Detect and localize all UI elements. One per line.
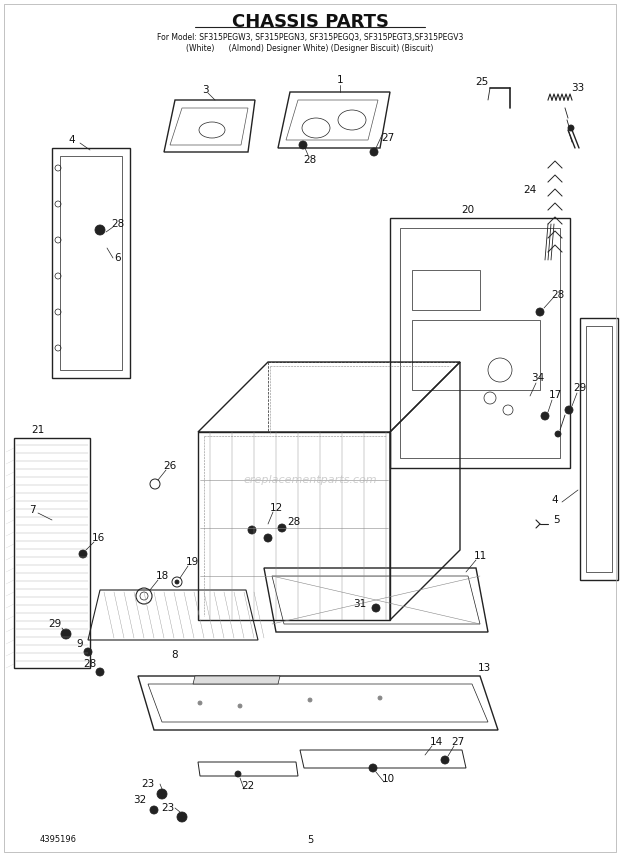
Text: 5: 5	[307, 835, 313, 845]
Text: 16: 16	[91, 533, 105, 543]
Text: 34: 34	[531, 373, 544, 383]
Text: 25: 25	[476, 77, 489, 87]
Text: 27: 27	[381, 133, 394, 143]
Circle shape	[238, 704, 242, 708]
Text: 17: 17	[548, 390, 562, 400]
Text: 33: 33	[572, 83, 585, 93]
Circle shape	[278, 524, 286, 532]
Circle shape	[198, 701, 202, 705]
Text: ereplacementparts.com: ereplacementparts.com	[243, 475, 377, 485]
Circle shape	[175, 580, 179, 584]
Text: 29: 29	[574, 383, 587, 393]
Text: 19: 19	[185, 557, 198, 567]
Text: 4395196: 4395196	[40, 835, 77, 845]
Text: 31: 31	[353, 599, 366, 609]
Circle shape	[235, 771, 241, 777]
Circle shape	[536, 308, 544, 316]
Circle shape	[299, 141, 307, 149]
Text: 21: 21	[32, 425, 45, 435]
Text: 18: 18	[156, 571, 169, 581]
Circle shape	[248, 526, 256, 534]
Text: 7: 7	[29, 505, 35, 515]
Text: For Model: SF315PEGW3, SF315PEGN3, SF315PEGQ3, SF315PEGT3,SF315PEGV3: For Model: SF315PEGW3, SF315PEGN3, SF315…	[157, 33, 463, 41]
Text: 24: 24	[523, 185, 537, 195]
Text: 22: 22	[241, 781, 255, 791]
Text: 27: 27	[451, 737, 464, 747]
Circle shape	[568, 125, 574, 131]
Circle shape	[177, 812, 187, 822]
Text: 32: 32	[133, 795, 146, 805]
Text: 28: 28	[112, 219, 125, 229]
Circle shape	[96, 668, 104, 676]
Text: 8: 8	[172, 650, 179, 660]
Text: 28: 28	[551, 290, 565, 300]
Circle shape	[369, 764, 377, 772]
Text: 28: 28	[83, 659, 97, 669]
Text: (White)      (Almond) Designer White) (Designer Biscuit) (Biscuit): (White) (Almond) Designer White) (Design…	[187, 44, 433, 52]
Text: 23: 23	[141, 779, 154, 789]
Circle shape	[555, 431, 561, 437]
Text: 23: 23	[161, 803, 175, 813]
Circle shape	[308, 698, 312, 702]
Text: 11: 11	[474, 551, 487, 561]
Text: 4: 4	[69, 135, 75, 145]
Text: 20: 20	[461, 205, 474, 215]
Text: 26: 26	[164, 461, 177, 471]
Text: 9: 9	[77, 639, 83, 649]
Circle shape	[95, 225, 105, 235]
Circle shape	[264, 534, 272, 542]
Circle shape	[157, 789, 167, 799]
Circle shape	[150, 806, 158, 814]
Text: 13: 13	[477, 663, 490, 673]
Circle shape	[441, 756, 449, 764]
Circle shape	[370, 148, 378, 156]
Circle shape	[61, 629, 71, 639]
Text: 4: 4	[552, 495, 559, 505]
Text: 6: 6	[115, 253, 122, 263]
Polygon shape	[193, 676, 280, 684]
Circle shape	[378, 696, 382, 700]
Text: 14: 14	[430, 737, 443, 747]
Circle shape	[372, 604, 380, 612]
Text: 5: 5	[552, 515, 559, 525]
Text: 1: 1	[337, 75, 343, 85]
Text: 29: 29	[48, 619, 61, 629]
Text: CHASSIS PARTS: CHASSIS PARTS	[231, 13, 389, 31]
Circle shape	[541, 412, 549, 420]
Text: 12: 12	[269, 503, 283, 513]
Text: 28: 28	[303, 155, 317, 165]
Text: 3: 3	[202, 85, 208, 95]
Circle shape	[565, 406, 573, 414]
Text: 28: 28	[288, 517, 301, 527]
Circle shape	[84, 648, 92, 656]
Circle shape	[79, 550, 87, 558]
Text: 10: 10	[381, 774, 394, 784]
